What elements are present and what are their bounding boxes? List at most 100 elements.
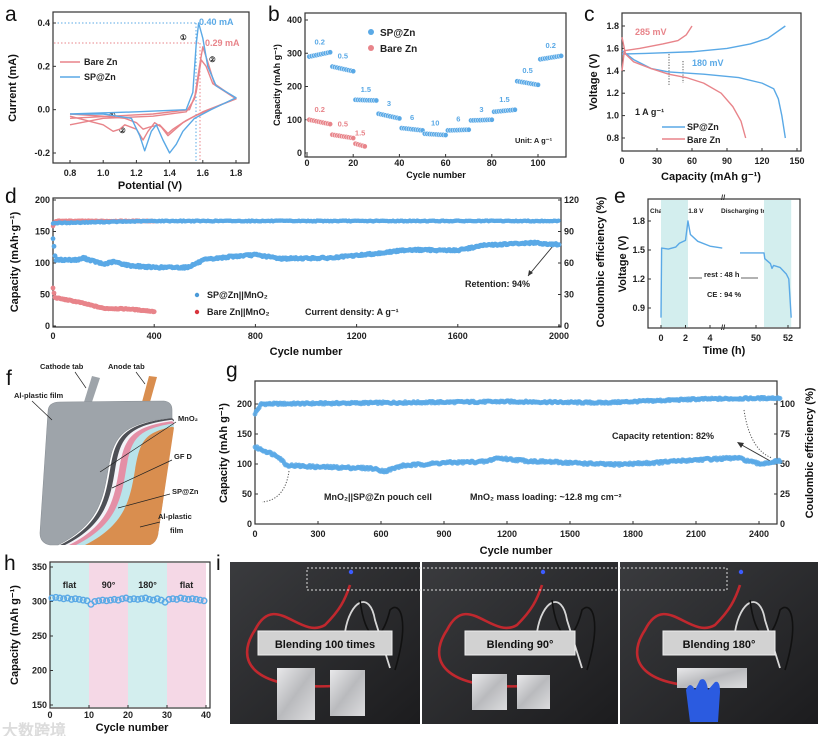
retention-arrow-head bbox=[737, 442, 744, 448]
y-tick-label: 0.2 bbox=[37, 61, 50, 71]
data-point bbox=[99, 596, 107, 604]
voltage-curve bbox=[660, 220, 723, 318]
region-label: 180° bbox=[138, 580, 157, 590]
cv-curve-sp bbox=[69, 22, 237, 154]
x-tick-label: 2 bbox=[683, 333, 688, 343]
x-tick-label: 50 bbox=[751, 333, 761, 343]
panel-letter-g: g bbox=[226, 359, 238, 382]
gloved-hand bbox=[686, 679, 720, 722]
x-tick-label: 1600 bbox=[448, 331, 468, 341]
panel-c-voltage-profile: Capacity (mAh g⁻¹) Voltage (V) 285 mV 18… bbox=[588, 12, 805, 183]
x-tick-label: 40 bbox=[201, 710, 211, 720]
x-tick-label: 0.8 bbox=[64, 168, 77, 178]
plot-frame bbox=[647, 198, 801, 329]
x-tick-label: 120 bbox=[754, 156, 769, 166]
x-tick-label: 0 bbox=[50, 331, 55, 341]
x-tick-label: 60 bbox=[687, 156, 697, 166]
data-point bbox=[181, 595, 189, 603]
al-plastic-film-bottom bbox=[85, 426, 174, 545]
shaded-step-region bbox=[661, 200, 688, 327]
panel-letter-d: d bbox=[5, 185, 17, 208]
data-point bbox=[138, 595, 146, 603]
data-point bbox=[142, 594, 150, 602]
x-tick-label: 1.0 bbox=[97, 168, 110, 178]
y-tick-label: 400 bbox=[287, 15, 302, 25]
x-tick-label: 100 bbox=[530, 158, 545, 168]
y-tick-label-right: 30 bbox=[564, 290, 574, 300]
photo-label: Blending 90° bbox=[487, 639, 554, 651]
x-tick-label: 1800 bbox=[623, 529, 643, 539]
bending-region bbox=[50, 563, 89, 707]
photo-label: Blending 100 times bbox=[275, 639, 375, 651]
y-tick-label: 0 bbox=[247, 519, 252, 529]
data-point bbox=[56, 594, 64, 602]
pouch-cell-folded bbox=[677, 668, 747, 688]
capacity-axis-pointer bbox=[261, 470, 290, 503]
x-tick-label: 1.8 bbox=[230, 168, 243, 178]
region-label: flat bbox=[180, 580, 194, 590]
x-axis-title: Cycle number bbox=[270, 346, 343, 358]
panel-letter-f: f bbox=[6, 367, 12, 390]
al-plastic-film-label-bottom-2: film bbox=[170, 526, 184, 535]
pouch-cell-bent bbox=[517, 675, 550, 709]
y-tick-label-right: 60 bbox=[564, 258, 574, 268]
y-tick-label-right: 25 bbox=[780, 489, 790, 499]
pouch-cell bbox=[330, 670, 365, 716]
y-tick-label: 1.4 bbox=[606, 66, 619, 76]
y-tick-label: 1.8 bbox=[632, 216, 645, 226]
cathode-tab-label: Cathode tab bbox=[40, 362, 84, 371]
capacity-point-sp bbox=[50, 236, 56, 242]
cathode-tab bbox=[84, 376, 100, 402]
rate-label: 0.5 bbox=[522, 66, 532, 75]
x-tick-label: 90 bbox=[722, 156, 732, 166]
photo-2: Blending 90° bbox=[422, 562, 618, 724]
anode-tab bbox=[142, 376, 157, 402]
photo-label-box bbox=[464, 630, 576, 656]
data-point bbox=[465, 126, 472, 133]
region-label: 90° bbox=[102, 580, 116, 590]
x-tick-label: 1.2 bbox=[130, 168, 143, 178]
x-tick-label: 52 bbox=[783, 333, 793, 343]
y-tick-label: 0 bbox=[297, 148, 302, 158]
data-point bbox=[75, 595, 83, 603]
bending-region bbox=[128, 563, 167, 707]
y-tick-label-right: 90 bbox=[564, 227, 574, 237]
y-tick-label: 50 bbox=[40, 290, 50, 300]
retention-label: Retention: 94% bbox=[465, 279, 530, 289]
white-wire bbox=[734, 601, 781, 669]
peak-label-bare: 0.29 mA bbox=[205, 38, 240, 48]
ce-axis-pointer bbox=[743, 409, 773, 459]
y-tick-label: 1.8 bbox=[606, 21, 619, 31]
x-tick-label: 4 bbox=[707, 333, 712, 343]
bare-overpotential-label: 285 mV bbox=[635, 27, 667, 37]
y-tick-label: 100 bbox=[35, 258, 50, 268]
data-point bbox=[396, 115, 403, 122]
x-tick-label: 400 bbox=[147, 331, 162, 341]
y-tick-label: 200 bbox=[287, 82, 302, 92]
y-axis-title: Capacity (mAh g⁻¹) bbox=[9, 585, 21, 685]
y-tick-label-right: 100 bbox=[780, 399, 795, 409]
x-axis-title: Potential (V) bbox=[118, 180, 183, 192]
panel-letter-b: b bbox=[268, 3, 280, 26]
y-tick-label: 1.6 bbox=[606, 43, 619, 53]
legend-marker-bare bbox=[368, 45, 374, 51]
rate-label: 1.5 bbox=[361, 85, 371, 94]
x-tick-label: 1200 bbox=[347, 331, 367, 341]
ce-point-sp bbox=[556, 218, 561, 223]
y-axis-title: Capacity (mAh g⁻¹) bbox=[272, 44, 282, 126]
electrode-layers bbox=[60, 418, 174, 545]
rate-label: 3 bbox=[387, 99, 391, 108]
y-axis-title: Voltage (V) bbox=[588, 53, 600, 110]
legend-label-bare: Bare Zn bbox=[380, 44, 417, 55]
pouch-cell bbox=[277, 668, 315, 720]
data-point bbox=[558, 53, 564, 59]
x-tick-label: 60 bbox=[441, 158, 451, 168]
data-point bbox=[196, 596, 204, 604]
rate-label: 0.2 bbox=[314, 105, 324, 114]
data-point bbox=[442, 132, 449, 138]
x-tick-label: 1.6 bbox=[197, 168, 210, 178]
x-tick-label: 30 bbox=[162, 710, 172, 720]
data-point bbox=[67, 595, 75, 603]
y-tick-label: 0.4 bbox=[37, 18, 50, 28]
